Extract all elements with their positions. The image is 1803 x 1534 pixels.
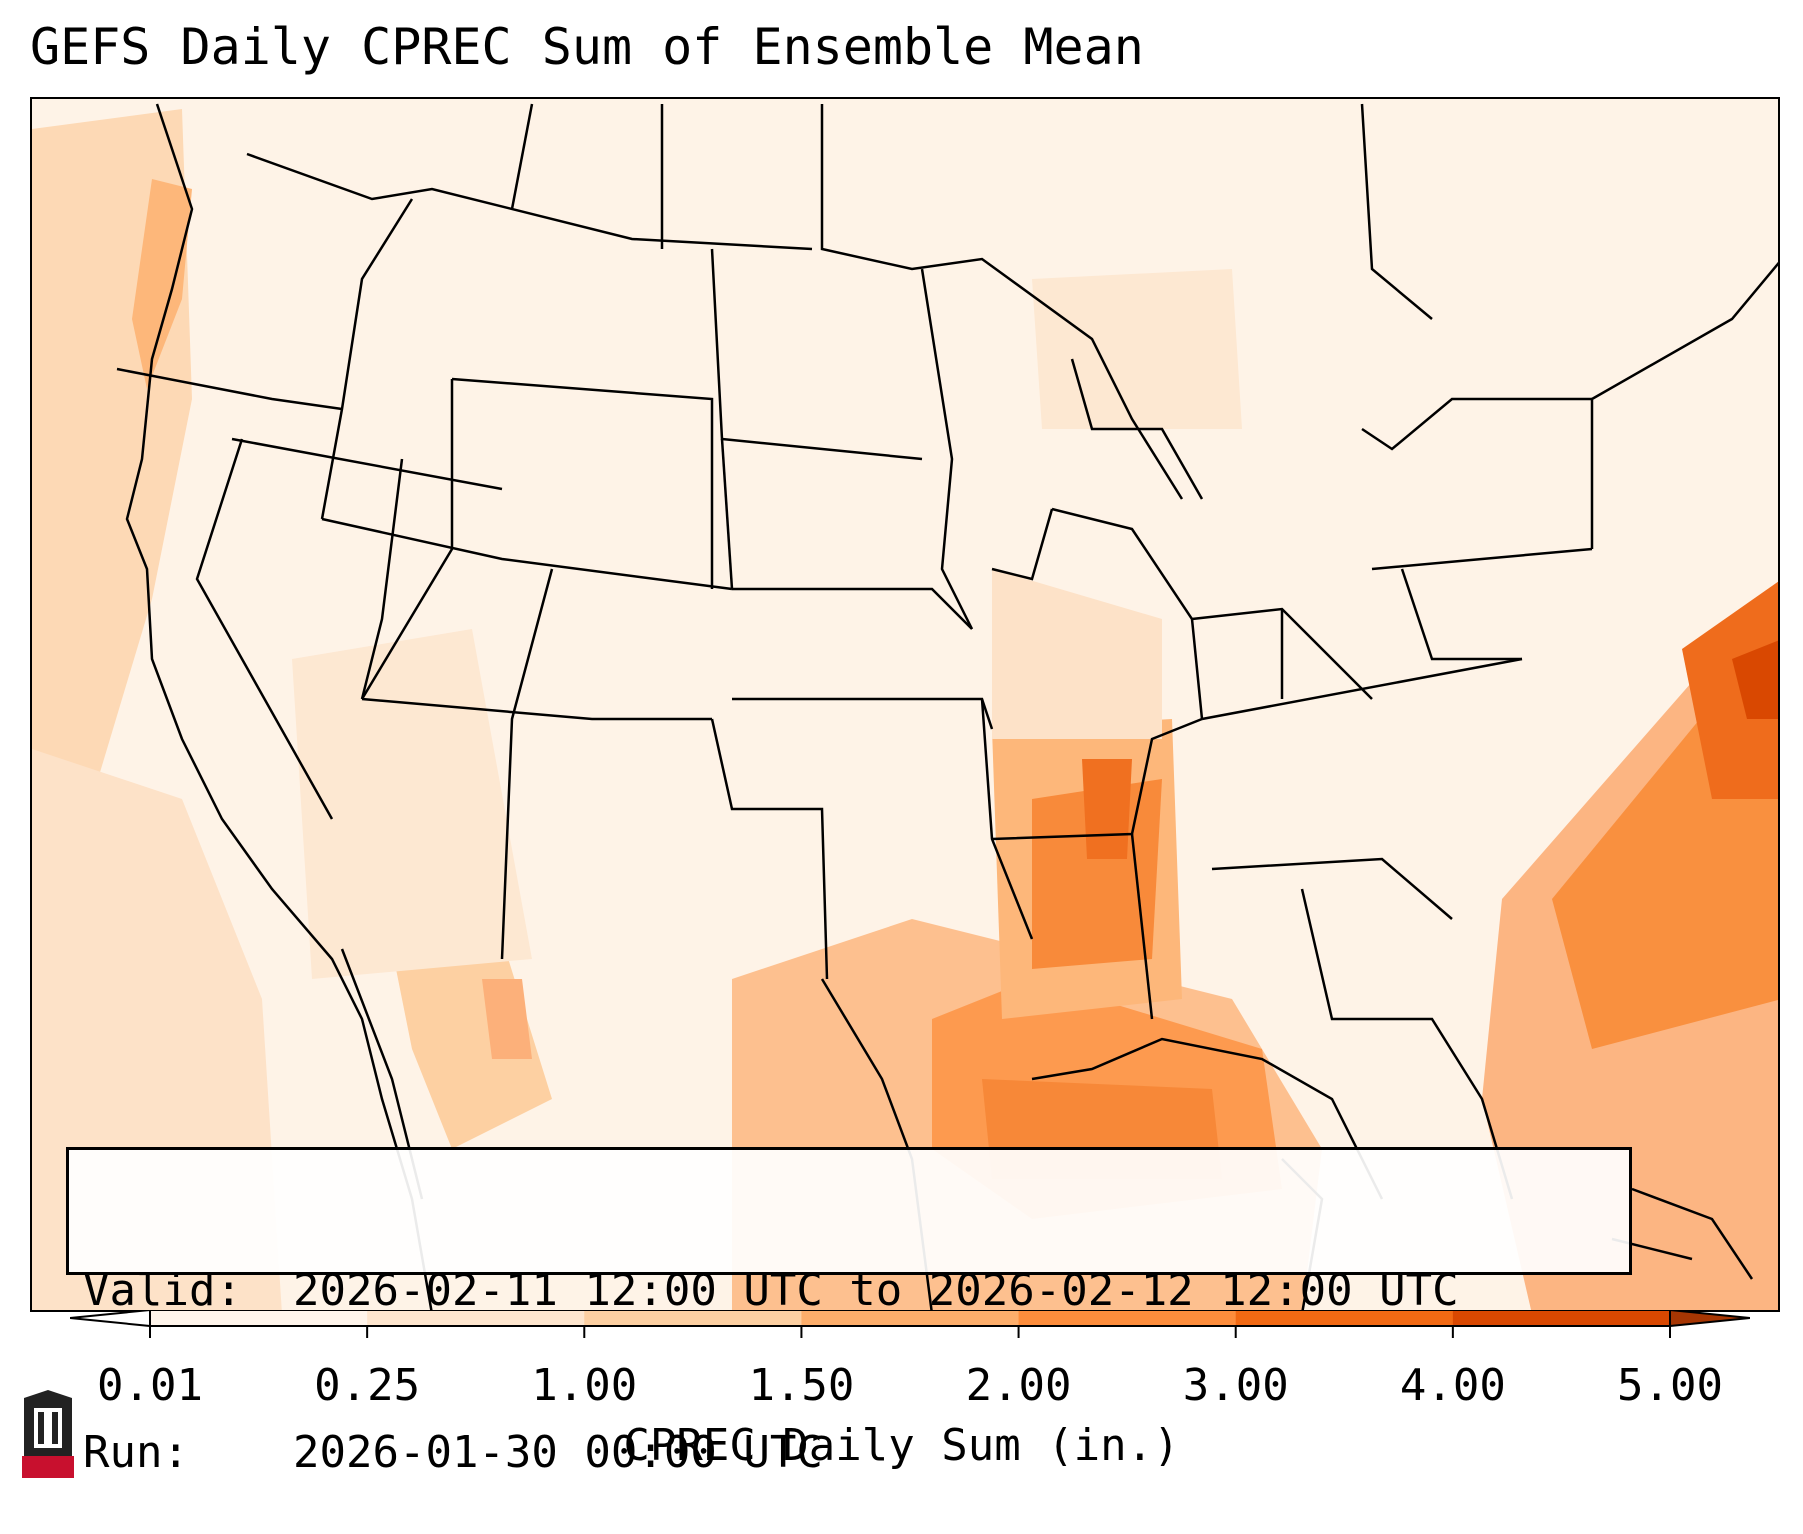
precipitation-map	[30, 97, 1780, 1312]
political-boundaries	[116, 103, 1778, 1310]
map-canvas	[32, 99, 1778, 1310]
colorbar-tick-label: 1.00	[531, 1360, 638, 1411]
colorbar-segment	[1452, 1310, 1671, 1326]
valid-value: 2026-02-11 12:00 UTC to 2026-02-12 12:00…	[293, 1265, 1459, 1316]
colorbar-segment	[150, 1310, 368, 1326]
colorbar-segment	[584, 1310, 802, 1326]
run-row: Run: 2026-01-30 00:00 UTC	[83, 1426, 1629, 1480]
run-label: Run:	[83, 1427, 189, 1478]
colorbar-segment	[1018, 1310, 1237, 1326]
colorbar-under-arrow	[70, 1310, 151, 1328]
valid-run-info-box: Valid: 2026-02-11 12:00 UTC to 2026-02-1…	[66, 1147, 1632, 1478]
colorbar-segments	[150, 1310, 1671, 1326]
colorbar-tick-label: 0.25	[314, 1360, 421, 1411]
colorbar	[70, 1310, 1750, 1338]
run-value: 2026-01-30 00:00 UTC	[293, 1427, 823, 1478]
colorbar-ticks	[149, 1326, 1671, 1338]
colorbar-segment	[1235, 1310, 1454, 1326]
colorbar-tick-label: 2.00	[965, 1360, 1072, 1411]
colorbar-tick-label: 1.50	[748, 1360, 855, 1411]
colorbar-tick-label: 0.01	[97, 1360, 203, 1411]
valid-label: Valid:	[83, 1265, 242, 1316]
precipitation-field	[32, 99, 1778, 1310]
niu-logo-icon	[22, 1390, 74, 1478]
colorbar-tick-label: 3.00	[1182, 1360, 1289, 1411]
colorbar-tick-label: 4.00	[1399, 1360, 1506, 1411]
colorbar-tick-label: 5.00	[1617, 1360, 1723, 1411]
valid-row: Valid: 2026-02-11 12:00 UTC to 2026-02-1…	[83, 1264, 1629, 1318]
colorbar-segment	[801, 1310, 1020, 1326]
map-title: GEFS Daily CPREC Sum of Ensemble Mean	[30, 18, 1144, 76]
colorbar-segment	[367, 1310, 585, 1326]
colorbar-over-arrow	[1669, 1310, 1750, 1328]
colorbar-outline	[149, 1310, 1671, 1327]
colorbar-title: CPREC Daily Sum (in.)	[623, 1420, 1180, 1471]
